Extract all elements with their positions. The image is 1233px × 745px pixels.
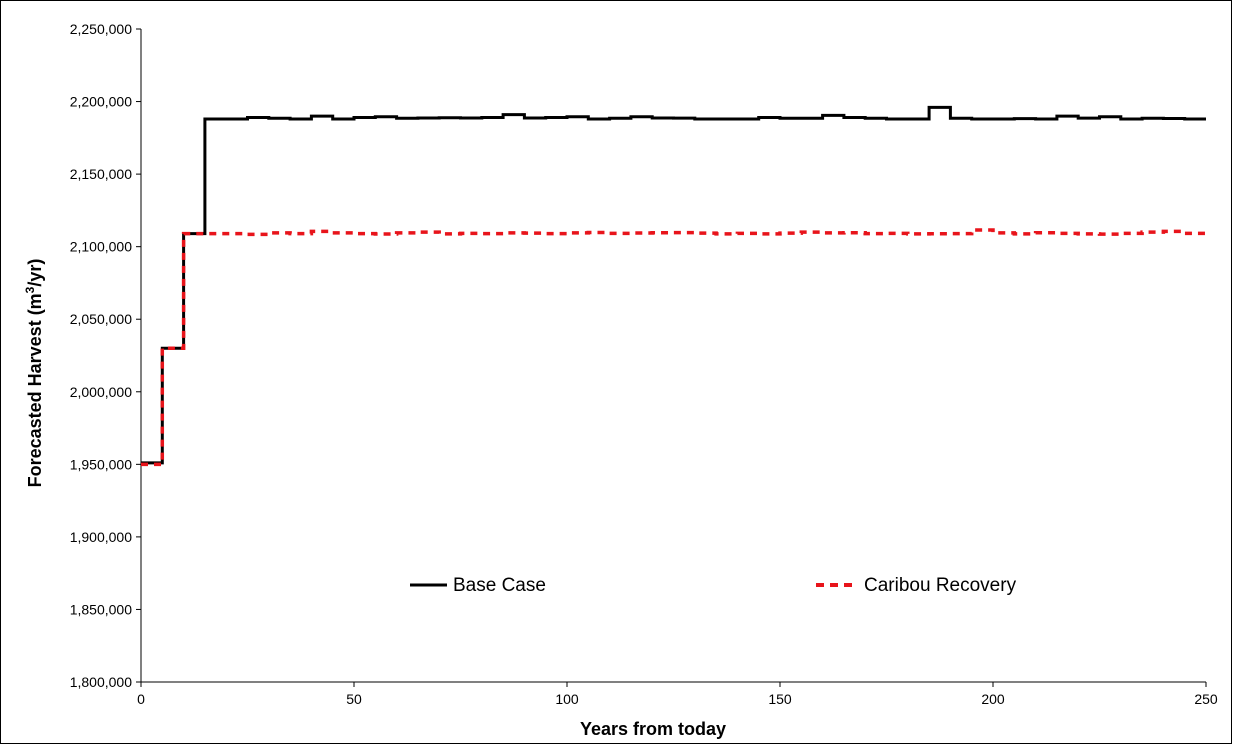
y-tick-label: 2,000,000 bbox=[70, 384, 132, 400]
legend-item-base-case: Base Case bbox=[410, 575, 546, 596]
y-tick-label: 1,900,000 bbox=[70, 529, 132, 545]
y-axis-ticks: 1,800,000 1,850,000 1,900,000 1,950,000 2,00… bbox=[70, 21, 141, 690]
x-tick-label: 150 bbox=[768, 691, 792, 707]
x-axis-ticks: 0 50 100 150 200 250 bbox=[137, 682, 1218, 707]
series-line-caribou-recovery bbox=[141, 228, 1206, 467]
y-tick-label: 1,800,000 bbox=[70, 674, 132, 690]
y-tick-label: 1,950,000 bbox=[70, 456, 132, 472]
y-tick-label: 2,150,000 bbox=[70, 166, 132, 182]
series-layer bbox=[141, 105, 1206, 467]
y-axis-title-tail: /yr) bbox=[25, 259, 45, 287]
y-tick-label: 2,050,000 bbox=[70, 311, 132, 327]
y-tick-label: 1,850,000 bbox=[70, 601, 132, 617]
legend: Base Case Caribou Recovery bbox=[410, 575, 1017, 596]
x-tick-label: 50 bbox=[346, 691, 362, 707]
y-tick-label: 2,100,000 bbox=[70, 239, 132, 255]
plot-area bbox=[140, 29, 1206, 683]
y-axis-title-sup: 3 bbox=[23, 286, 37, 293]
legend-item-caribou-recovery: Caribou Recovery bbox=[816, 575, 1017, 596]
x-tick-label: 0 bbox=[137, 691, 145, 707]
y-tick-label: 2,250,000 bbox=[70, 21, 132, 37]
x-tick-label: 100 bbox=[555, 691, 579, 707]
x-tick-label: 250 bbox=[1194, 691, 1218, 707]
series-line-base-case bbox=[141, 105, 1206, 465]
legend-label-base-case: Base Case bbox=[453, 575, 546, 596]
x-axis-title: Years from today bbox=[580, 719, 726, 739]
x-tick-label: 200 bbox=[981, 691, 1005, 707]
legend-label-caribou-recovery: Caribou Recovery bbox=[864, 575, 1017, 596]
y-axis-title: Forecasted Harvest (m3/yr) bbox=[23, 259, 45, 488]
y-tick-label: 2,200,000 bbox=[70, 94, 132, 110]
y-axis-title-main: Forecasted Harvest (m bbox=[25, 293, 45, 487]
